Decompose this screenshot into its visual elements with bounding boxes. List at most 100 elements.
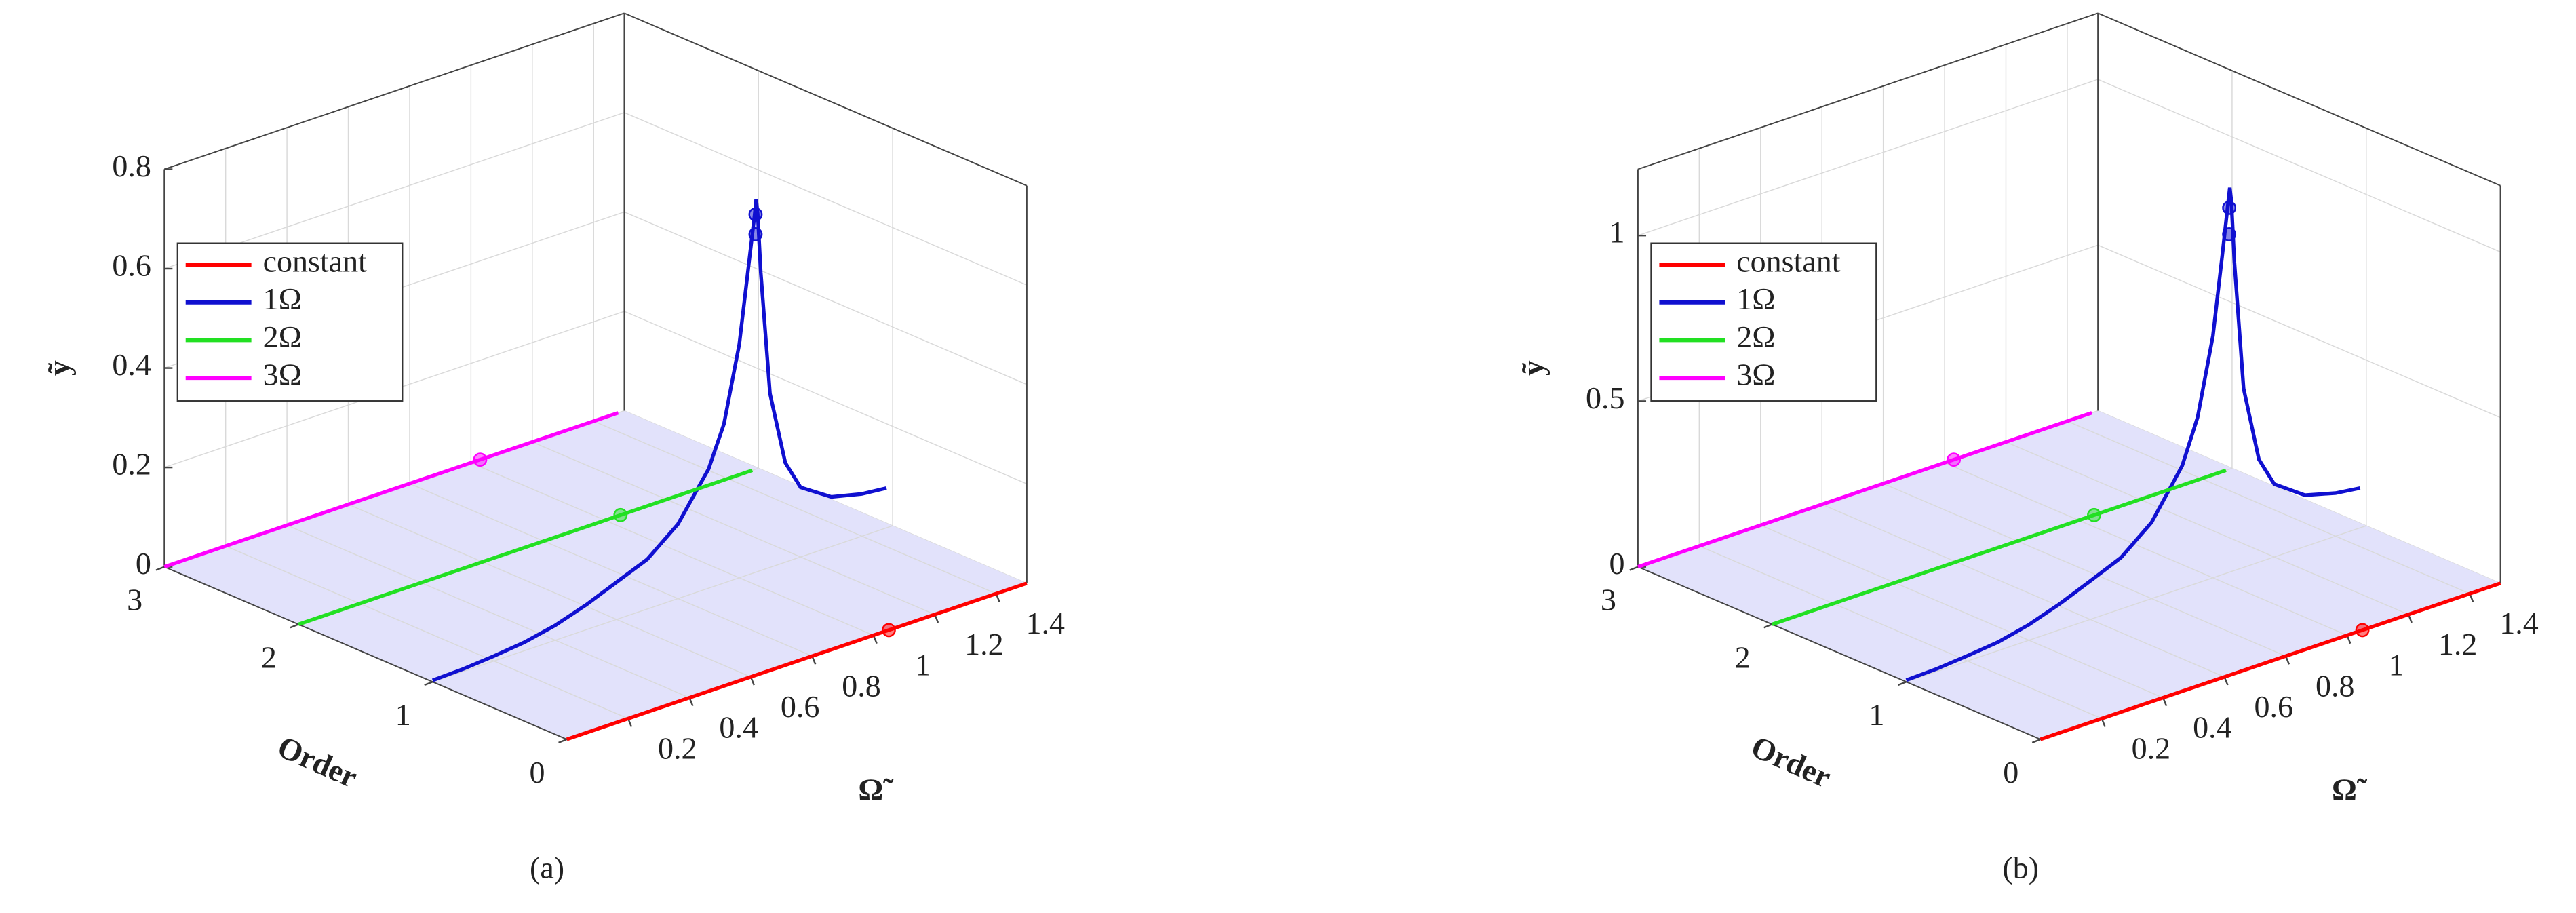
x-tick-label: 0.2 (2132, 731, 2171, 765)
z-tick-label: 0.6 (112, 248, 151, 283)
x-tick-label: 1.4 (2499, 606, 2539, 640)
legend-label: 1Ω (263, 281, 302, 316)
grid-line (2006, 441, 2409, 615)
y-tick-label: 1 (395, 697, 411, 732)
y-tick-label: 0 (530, 755, 545, 790)
y-tick (1629, 566, 1639, 571)
grid-line (2097, 244, 2501, 419)
marker (613, 507, 628, 522)
grid-line (348, 503, 752, 678)
y-tick-label: 2 (1735, 640, 1751, 674)
y-tick (290, 623, 299, 629)
grid-line (532, 441, 935, 615)
x-tick-label: 1 (2389, 648, 2404, 682)
box-edge (624, 12, 1028, 187)
marker (748, 227, 763, 241)
z-tick-label: 0.5 (1586, 381, 1625, 415)
marker (2087, 507, 2101, 522)
series-line (566, 581, 1028, 741)
side-wall (2098, 13, 2501, 583)
x-tick-label: 1.2 (964, 627, 1004, 661)
series-line (1905, 187, 2361, 682)
chart-panel: 0 0.5 1 0.2 0.4 0.6 0.8 1 1.2 1.4 0 1 2 3 ỹ Order Ω̃ (b) c… (1515, 12, 2539, 885)
legend-box (1650, 242, 1877, 402)
panel-label: (a) (530, 850, 564, 885)
grid-line (1821, 503, 2225, 678)
legend-label: 1Ω (1736, 281, 1775, 316)
x-axis-title: Ω̃ (858, 772, 894, 807)
marker (2222, 227, 2237, 241)
grid-line (624, 211, 1028, 385)
legend-label: constant (1736, 244, 1841, 279)
box-edge (1637, 12, 2099, 170)
x-tick-label: 0.4 (2193, 710, 2232, 745)
grid-line (286, 524, 690, 699)
marker (881, 623, 896, 638)
z-tick-label: 0.4 (112, 347, 151, 382)
x-axis-title: Ω̃ (2332, 772, 2368, 807)
z-axis-title: ỹ (42, 360, 77, 376)
marker (748, 207, 763, 222)
grid-line (409, 483, 813, 657)
grid-line (2097, 79, 2501, 253)
panel-label: (b) (2002, 850, 2039, 885)
floor (1637, 410, 2501, 739)
series-line (1771, 468, 2227, 626)
y-tick-label: 0 (2003, 755, 2018, 790)
x-tick-label: 0.8 (2316, 668, 2355, 703)
series-line (2040, 581, 2501, 741)
y-tick (1763, 623, 1773, 629)
x-tick-label: 0.8 (842, 668, 881, 703)
legend-box (176, 242, 404, 402)
marker (1947, 452, 1962, 467)
series-line (431, 199, 887, 682)
grid-line (1699, 545, 2103, 719)
y-tick-label: 3 (127, 582, 142, 617)
box-edge (163, 566, 568, 740)
marker (2222, 200, 2237, 215)
z-tick-label: 0.8 (112, 149, 151, 183)
grid-line (624, 311, 1028, 484)
y-tick-label: 2 (261, 640, 277, 674)
z-tick-label: 0 (1609, 546, 1625, 581)
z-tick-label: 0 (136, 546, 151, 581)
box-edge (2097, 12, 2501, 187)
y-tick (558, 738, 568, 743)
box-edge (163, 12, 625, 170)
z-tick-label: 1 (1609, 215, 1625, 250)
legend-label: 2Ω (263, 319, 302, 354)
series-line (298, 468, 754, 626)
z-tick-label: 0.2 (112, 447, 151, 482)
y-tick-label: 3 (1601, 582, 1616, 617)
legend-label: constant (263, 244, 368, 279)
grid-line (1760, 524, 2164, 699)
marker (473, 452, 488, 467)
grid-line (2067, 421, 2470, 594)
grid-line (593, 421, 996, 594)
legend-label: 3Ω (263, 357, 302, 392)
y-tick (2031, 738, 2041, 743)
grid-line (624, 112, 1028, 286)
x-tick-label: 0.4 (719, 710, 758, 745)
grid-line (1906, 525, 2366, 682)
y-tick-label: 1 (1869, 697, 1884, 732)
x-tick-label: 0.6 (2255, 689, 2294, 724)
x-tick-label: 0.6 (781, 689, 820, 724)
series-line (1637, 411, 2092, 569)
grid-line (471, 462, 874, 636)
y-tick (1897, 681, 1907, 686)
x-tick-label: 1 (915, 648, 931, 682)
grid-line (1944, 462, 2347, 636)
marker (2355, 623, 2370, 638)
y-axis-title: Order (273, 729, 363, 794)
x-tick-label: 0.2 (658, 731, 697, 765)
grid-line (225, 545, 629, 719)
y-tick (155, 566, 165, 571)
floor (164, 410, 1027, 739)
z-axis-title: ỹ (1515, 360, 1550, 376)
grid-line (1883, 483, 2286, 657)
x-tick-label: 1.4 (1026, 606, 1066, 640)
y-axis-title: Order (1746, 729, 1837, 794)
x-tick-label: 1.2 (2438, 627, 2478, 661)
